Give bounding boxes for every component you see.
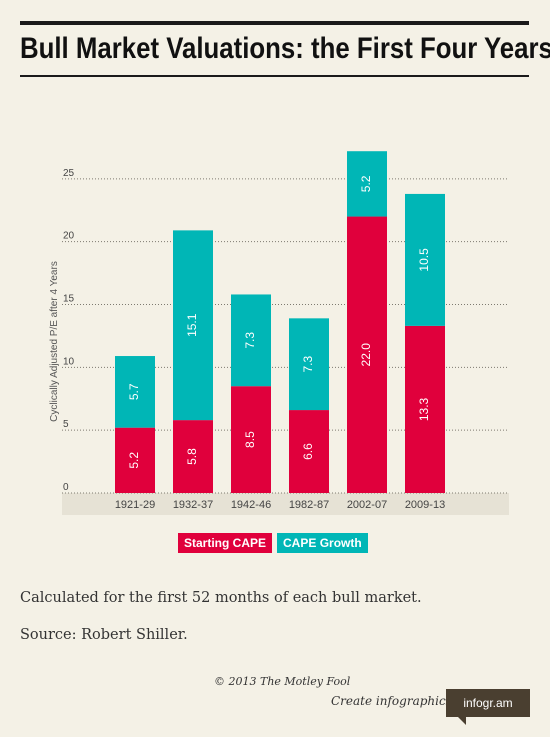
- x-tick-label: 2002-07: [347, 499, 387, 511]
- legend: Starting CAPE CAPE Growth: [178, 533, 368, 553]
- x-tick-label: 1921-29: [115, 499, 155, 511]
- data-label: 5.2: [359, 175, 373, 192]
- note-source: Source: Robert Shiller.: [20, 627, 188, 643]
- bar-starting-cape: [405, 325, 445, 493]
- y-tick-label: 0: [63, 482, 69, 493]
- y-tick-label: 5: [63, 419, 69, 430]
- bar-starting-cape: [347, 216, 387, 493]
- bar-cape-growth: [289, 318, 329, 411]
- bar-cape-growth: [231, 294, 271, 387]
- y-tick-label: 25: [63, 168, 75, 179]
- data-label: 5.2: [127, 452, 141, 469]
- data-label: 6.6: [301, 443, 315, 460]
- bar-starting-cape: [115, 427, 155, 493]
- y-tick-label: 10: [63, 356, 75, 367]
- bar-cape-growth: [173, 230, 213, 421]
- bar-starting-cape: [173, 420, 213, 493]
- x-tick-label: 2009-13: [405, 499, 445, 511]
- create-infographics-link[interactable]: Create infographics: [331, 694, 452, 708]
- y-axis-title: Cyclically Adjusted P/E after 4 Years: [49, 261, 60, 422]
- bar-cape-growth: [115, 356, 155, 428]
- chart-title: Bull Market Valuations: the First Four Y…: [20, 32, 550, 65]
- bar-starting-cape: [289, 410, 329, 493]
- x-tick-label: 1932-37: [173, 499, 213, 511]
- data-label: 5.8: [185, 448, 199, 465]
- legend-starting-cape: Starting CAPE: [178, 533, 273, 553]
- data-label: 8.5: [243, 431, 257, 448]
- y-tick-label: 20: [63, 231, 75, 242]
- note-calculation: Calculated for the first 52 months of ea…: [20, 590, 422, 606]
- title-rule: [20, 75, 529, 77]
- x-tick-label: 1982-87: [289, 499, 329, 511]
- infogram-badge[interactable]: infogr.am: [446, 689, 530, 717]
- badge-tail: [458, 717, 466, 725]
- data-label: 7.3: [243, 332, 257, 349]
- data-label: 7.3: [301, 356, 315, 373]
- x-tick-label: 1942-46: [231, 499, 271, 511]
- x-axis-band: [62, 493, 509, 515]
- top-rule: [20, 21, 529, 25]
- copyright-credit: © 2013 The Motley Fool: [214, 675, 351, 688]
- data-label: 15.1: [185, 313, 199, 337]
- data-label: 5.7: [127, 383, 141, 400]
- bar-chart: 0 5 10 15 20 25 Cyclically Adjusted P/E after …: [49, 151, 509, 515]
- legend-cape-growth: CAPE Growth: [277, 533, 368, 553]
- bar-starting-cape: [231, 386, 271, 493]
- data-label: 10.5: [417, 248, 431, 272]
- bar-cape-growth: [405, 193, 445, 326]
- data-label: 22.0: [359, 343, 373, 367]
- bar-cape-growth: [347, 151, 387, 217]
- y-tick-label: 15: [63, 294, 75, 305]
- data-label: 13.3: [417, 397, 431, 421]
